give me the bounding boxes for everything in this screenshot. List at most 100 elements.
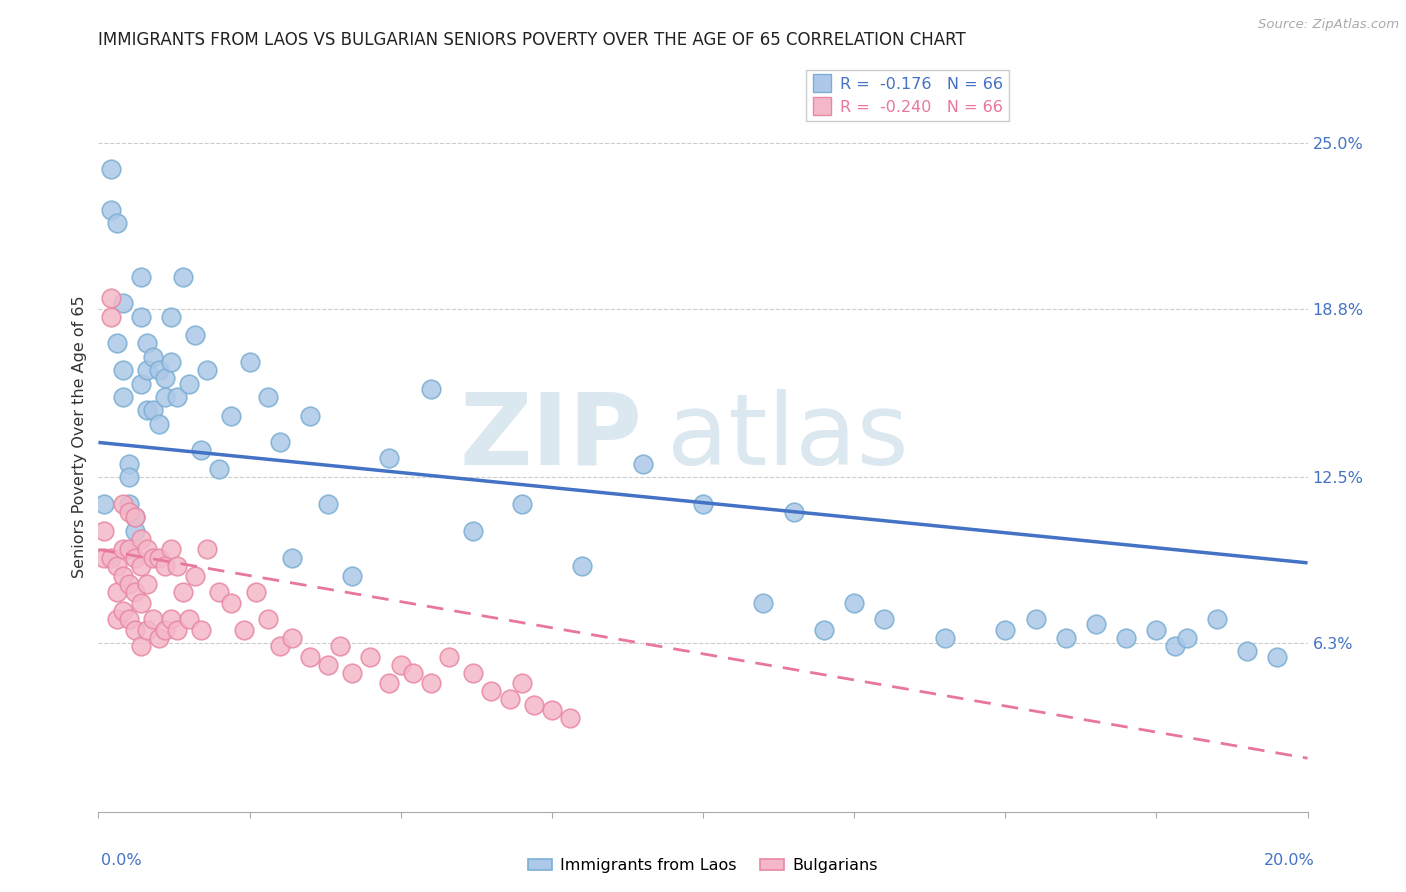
- Point: [299, 649, 322, 664]
- Point: [844, 596, 866, 610]
- Point: [316, 497, 339, 511]
- Point: [184, 328, 207, 343]
- Point: [1206, 612, 1229, 626]
- Point: [692, 497, 714, 511]
- Point: [100, 291, 122, 305]
- Point: [135, 623, 157, 637]
- Point: [111, 363, 134, 377]
- Point: [221, 596, 243, 610]
- Point: [118, 505, 141, 519]
- Point: [256, 390, 278, 404]
- Point: [873, 612, 896, 626]
- Point: [934, 631, 956, 645]
- Point: [105, 216, 128, 230]
- Point: [239, 355, 262, 369]
- Point: [1054, 631, 1077, 645]
- Point: [153, 371, 176, 385]
- Point: [558, 711, 581, 725]
- Point: [179, 612, 201, 626]
- Point: [190, 443, 212, 458]
- Point: [111, 604, 134, 618]
- Point: [813, 623, 835, 637]
- Point: [160, 612, 183, 626]
- Point: [100, 162, 122, 177]
- Point: [571, 558, 593, 573]
- Point: [142, 612, 165, 626]
- Point: [129, 310, 152, 324]
- Point: [153, 623, 176, 637]
- Point: [105, 558, 128, 573]
- Point: [124, 623, 146, 637]
- Point: [389, 657, 412, 672]
- Point: [124, 510, 146, 524]
- Point: [142, 350, 165, 364]
- Point: [153, 558, 176, 573]
- Point: [105, 336, 128, 351]
- Point: [148, 417, 170, 431]
- Point: [100, 202, 122, 217]
- Point: [135, 336, 157, 351]
- Point: [184, 569, 207, 583]
- Legend: Immigrants from Laos, Bulgarians: Immigrants from Laos, Bulgarians: [522, 852, 884, 880]
- Point: [342, 665, 364, 680]
- Point: [135, 577, 157, 591]
- Point: [752, 596, 775, 610]
- Point: [420, 676, 443, 690]
- Point: [631, 457, 654, 471]
- Point: [498, 692, 520, 706]
- Point: [190, 623, 212, 637]
- Point: [329, 639, 352, 653]
- Point: [208, 462, 231, 476]
- Point: [160, 310, 183, 324]
- Point: [1024, 612, 1046, 626]
- Point: [179, 376, 201, 391]
- Point: [100, 310, 122, 324]
- Point: [221, 409, 243, 423]
- Point: [481, 684, 503, 698]
- Point: [316, 657, 339, 672]
- Point: [510, 497, 533, 511]
- Point: [1085, 617, 1108, 632]
- Point: [1267, 649, 1289, 664]
- Text: 0.0%: 0.0%: [101, 854, 142, 868]
- Point: [129, 596, 152, 610]
- Point: [118, 457, 141, 471]
- Legend: R =  -0.176   N = 66, R =  -0.240   N = 66: R = -0.176 N = 66, R = -0.240 N = 66: [807, 70, 1010, 121]
- Point: [124, 510, 146, 524]
- Point: [93, 524, 115, 538]
- Text: ZIP: ZIP: [460, 389, 643, 485]
- Point: [153, 390, 176, 404]
- Point: [129, 532, 152, 546]
- Point: [160, 542, 183, 557]
- Point: [510, 676, 533, 690]
- Point: [111, 542, 134, 557]
- Point: [124, 550, 146, 565]
- Point: [281, 550, 304, 565]
- Point: [148, 631, 170, 645]
- Point: [124, 585, 146, 599]
- Point: [160, 355, 183, 369]
- Point: [148, 363, 170, 377]
- Point: [172, 269, 194, 284]
- Point: [195, 363, 218, 377]
- Point: [299, 409, 322, 423]
- Point: [135, 542, 157, 557]
- Point: [281, 631, 304, 645]
- Point: [1236, 644, 1258, 658]
- Point: [111, 569, 134, 583]
- Point: [135, 403, 157, 417]
- Point: [437, 649, 460, 664]
- Point: [1144, 623, 1167, 637]
- Point: [269, 435, 291, 450]
- Point: [377, 451, 399, 466]
- Point: [135, 363, 157, 377]
- Point: [166, 390, 188, 404]
- Point: [166, 558, 188, 573]
- Point: [129, 639, 152, 653]
- Point: [118, 542, 141, 557]
- Point: [129, 269, 152, 284]
- Text: Source: ZipAtlas.com: Source: ZipAtlas.com: [1258, 18, 1399, 31]
- Point: [540, 703, 562, 717]
- Point: [269, 639, 291, 653]
- Point: [245, 585, 267, 599]
